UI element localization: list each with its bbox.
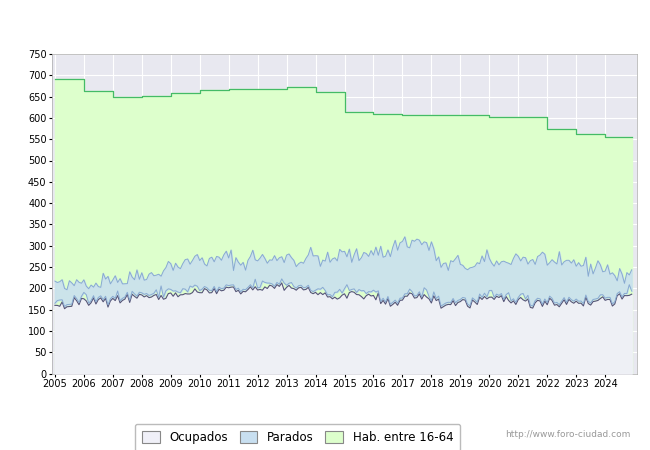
Legend: Ocupados, Parados, Hab. entre 16-64: Ocupados, Parados, Hab. entre 16-64 [135,424,460,450]
Text: http://www.foro-ciudad.com: http://www.foro-ciudad.com [505,430,630,439]
Text: Valderredible - Evolucion de la poblacion en edad de Trabajar Mayo de 2024: Valderredible - Evolucion de la poblacio… [71,17,579,30]
